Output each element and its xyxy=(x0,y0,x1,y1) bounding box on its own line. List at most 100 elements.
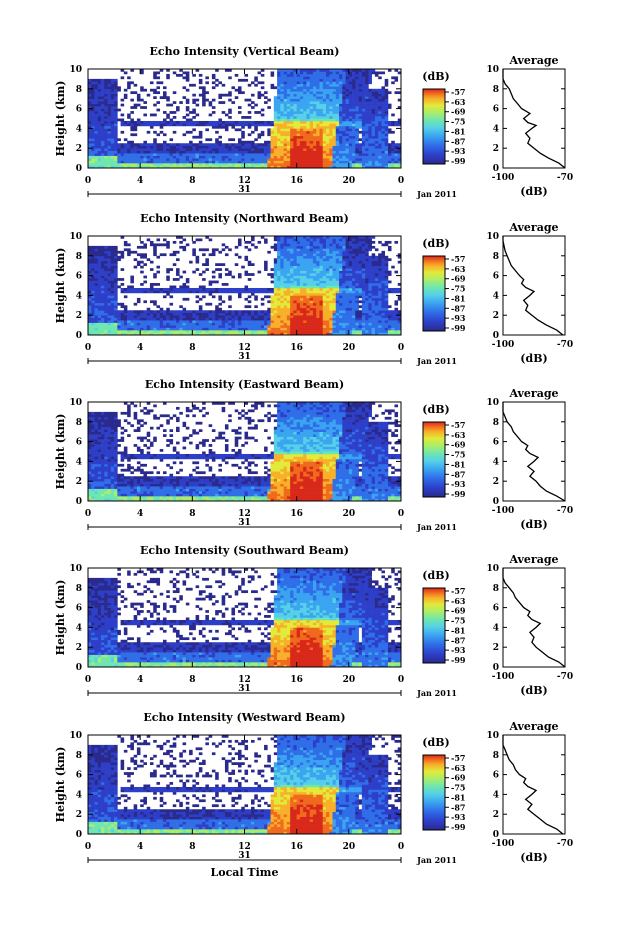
heatmap-cell xyxy=(348,307,353,311)
heatmap-cell xyxy=(101,258,105,262)
heatmap-cell xyxy=(283,123,288,127)
heatmap-cell xyxy=(133,265,138,269)
heatmap-cell xyxy=(156,163,161,166)
heatmap-cell xyxy=(312,165,317,169)
heatmap-cell xyxy=(153,123,157,127)
heatmap-cell xyxy=(368,150,372,154)
heatmap-cell xyxy=(215,320,219,323)
heatmap-cell xyxy=(221,158,226,161)
heatmap-cell xyxy=(355,280,359,284)
heatmap-cell xyxy=(339,125,343,129)
heatmap-cell xyxy=(251,93,255,97)
heatmap-cell xyxy=(290,305,294,309)
heatmap-cell xyxy=(91,258,95,262)
heatmap-cell xyxy=(169,118,174,122)
heatmap-cell xyxy=(208,325,213,328)
heatmap-cell xyxy=(348,317,353,321)
heatmap-cell xyxy=(309,305,314,309)
heatmap-cell xyxy=(283,83,288,87)
heatmap-cell xyxy=(368,113,372,117)
heatmap-cell xyxy=(185,78,190,82)
heatmap-cell xyxy=(329,108,333,112)
heatmap-cell xyxy=(348,302,353,306)
heatmap-cell xyxy=(286,278,291,281)
heatmap-cell xyxy=(296,160,301,164)
heatmap-cell xyxy=(293,123,297,127)
heatmap-cell xyxy=(127,140,131,144)
heatmap-cell xyxy=(371,108,376,112)
heatmap-cell xyxy=(264,317,268,321)
heatmap-cell xyxy=(332,96,337,99)
heatmap-cell xyxy=(247,123,252,127)
heatmap-cell xyxy=(218,322,222,326)
heatmap-cell xyxy=(156,283,161,286)
heatmap-cell xyxy=(143,113,147,117)
heatmap-cell xyxy=(218,158,222,161)
heatmap-cell xyxy=(348,93,353,97)
heatmap-cell xyxy=(286,120,291,124)
heatmap-cell xyxy=(326,310,330,314)
heatmap-cell xyxy=(156,76,161,80)
heatmap-cell xyxy=(368,160,372,164)
heatmap-cell xyxy=(221,123,226,127)
heatmap-cell xyxy=(195,268,200,271)
heatmap-cell xyxy=(348,71,353,75)
heatmap-cell xyxy=(146,317,151,321)
heatmap-cell xyxy=(215,263,219,266)
heatmap-cell xyxy=(257,150,262,154)
heatmap-cell xyxy=(234,88,239,92)
heatmap-cell xyxy=(316,153,320,156)
heatmap-cell xyxy=(322,111,327,114)
heatmap-cell xyxy=(303,320,307,323)
heatmap-cell xyxy=(169,325,174,328)
heatmap-cell xyxy=(378,163,382,166)
heatmap-cell xyxy=(286,83,291,87)
heatmap-cell xyxy=(290,302,294,306)
heatmap-cell xyxy=(355,130,359,134)
heatmap-cell xyxy=(159,163,164,166)
heatmap-cell xyxy=(299,120,304,124)
heatmap-cell xyxy=(94,120,99,124)
heatmap-cell xyxy=(88,315,92,318)
heatmap-cell xyxy=(221,83,226,87)
heatmap-cell xyxy=(277,275,281,279)
heatmap-cell xyxy=(153,148,157,151)
heatmap-cell xyxy=(140,253,144,257)
heatmap-cell xyxy=(358,101,363,104)
heatmap-cell xyxy=(159,325,164,328)
heatmap-cell xyxy=(303,106,307,109)
heatmap-cell xyxy=(133,163,138,166)
heatmap-cell xyxy=(368,123,372,127)
heatmap-cell xyxy=(299,253,304,257)
heatmap-cell xyxy=(280,258,284,262)
heatmap-cell xyxy=(355,158,359,161)
heatmap-cell xyxy=(231,315,236,318)
heatmap-cell xyxy=(267,320,271,323)
heatmap-cell xyxy=(153,71,157,75)
heatmap-cell xyxy=(114,103,118,107)
heatmap-cell xyxy=(104,305,108,309)
heatmap-cell xyxy=(189,260,193,264)
heatmap-cell xyxy=(88,325,92,328)
heatmap-cell xyxy=(97,135,102,139)
heatmap-cell xyxy=(110,330,115,333)
heatmap-cell xyxy=(277,103,281,107)
heatmap-cell xyxy=(241,332,245,336)
heatmap-cell xyxy=(345,163,350,166)
heatmap-cell xyxy=(130,120,134,124)
heatmap-cell xyxy=(117,320,121,323)
heatmap-cell xyxy=(326,120,330,124)
heatmap-cell xyxy=(143,155,147,159)
heatmap-cell xyxy=(224,128,229,132)
heatmap-cell xyxy=(342,325,346,328)
heatmap-cell xyxy=(296,163,301,166)
heatmap-cell xyxy=(280,91,284,95)
heatmap-cell xyxy=(355,243,359,247)
heatmap-cell xyxy=(107,150,112,154)
heatmap-cell xyxy=(94,113,99,117)
heatmap-cell xyxy=(133,143,138,147)
heatmap-cell xyxy=(211,76,216,80)
heatmap-cell xyxy=(101,153,105,156)
heatmap-cell xyxy=(358,111,363,114)
heatmap-cell xyxy=(91,283,95,286)
